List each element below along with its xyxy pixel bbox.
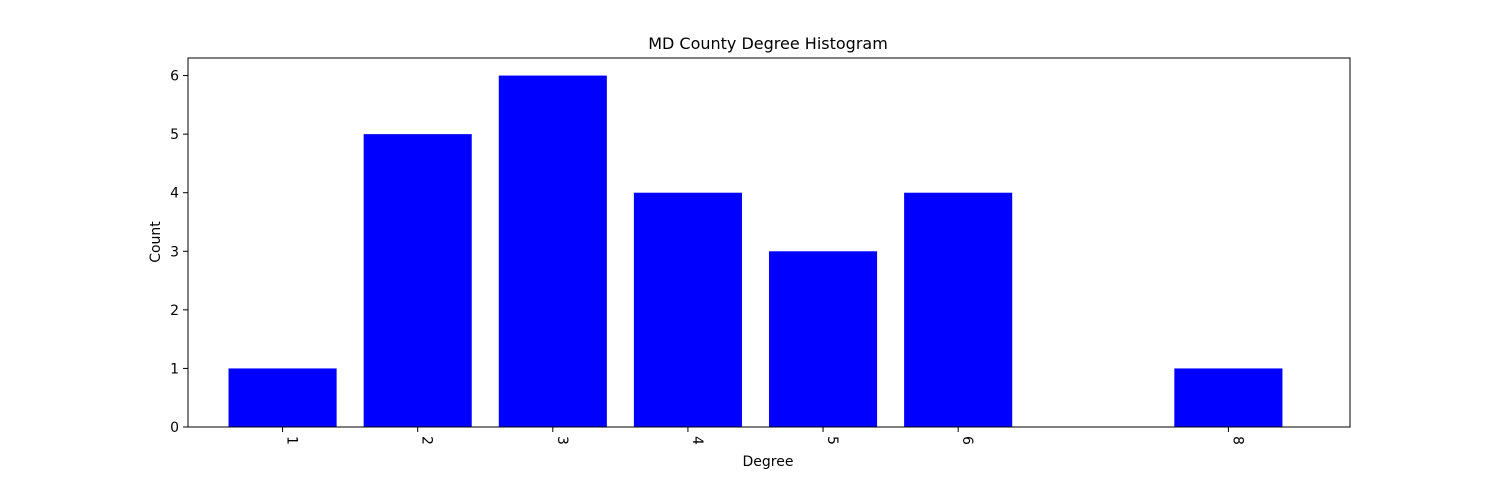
y-tick-label: 1	[170, 361, 179, 377]
chart-title: MD County Degree Histogram	[648, 34, 888, 53]
x-tick-label: 4	[689, 436, 705, 445]
bar-degree-2	[363, 134, 472, 427]
x-tick-label: 6	[959, 436, 975, 445]
x-tick-label: 2	[419, 436, 435, 445]
x-tick-label: 8	[1229, 436, 1245, 445]
bar-degree-4	[633, 192, 742, 427]
y-tick-label: 6	[170, 69, 179, 85]
plot-area: 0 1 2 3 4 5 6 1 2 3 4 5 6 8	[170, 57, 1351, 445]
y-tick-label: 2	[170, 303, 179, 319]
x-tick-label: 3	[554, 436, 570, 445]
x-axis-label: Degree	[743, 454, 794, 470]
y-tick-label: 5	[170, 127, 179, 143]
bar-degree-1	[228, 368, 337, 427]
x-tick-label: 1	[284, 436, 300, 445]
y-axis-label: Count	[148, 221, 164, 263]
plot-frame	[187, 57, 1351, 428]
bar-degree-6	[904, 192, 1013, 427]
y-tick-label: 3	[170, 244, 179, 260]
y-tick-label: 0	[170, 420, 179, 436]
y-tick-label: 4	[170, 186, 179, 202]
bar-degree-3	[498, 75, 607, 427]
bar-degree-5	[769, 251, 878, 427]
bar-degree-8	[1174, 368, 1283, 427]
x-tick-label: 5	[824, 436, 840, 445]
